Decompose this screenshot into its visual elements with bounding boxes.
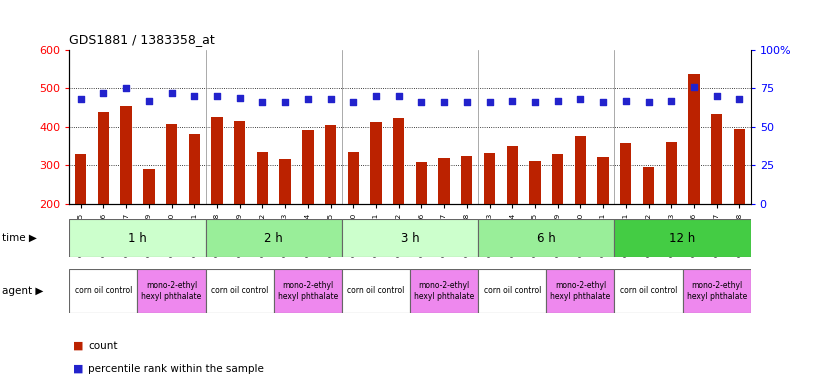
Point	[415, 99, 428, 105]
Point	[74, 96, 87, 102]
Point	[97, 90, 110, 96]
Text: count: count	[88, 341, 118, 351]
Point	[687, 84, 700, 90]
Bar	[279, 159, 290, 204]
Text: mono-2-ethyl
hexyl phthalate: mono-2-ethyl hexyl phthalate	[414, 281, 474, 301]
Text: 1 h: 1 h	[128, 232, 147, 245]
Bar	[682, 269, 751, 313]
Bar	[188, 134, 200, 204]
Point	[324, 96, 337, 102]
Bar	[415, 162, 427, 204]
Text: corn oil control: corn oil control	[75, 286, 132, 295]
Text: mono-2-ethyl
hexyl phthalate: mono-2-ethyl hexyl phthalate	[141, 281, 202, 301]
Point	[529, 99, 542, 105]
Point	[483, 99, 496, 105]
Bar	[69, 219, 206, 257]
Bar	[393, 118, 405, 204]
Text: GDS1881 / 1383358_at: GDS1881 / 1383358_at	[69, 33, 215, 46]
Bar	[478, 269, 547, 313]
Bar	[143, 169, 154, 204]
Bar	[410, 269, 478, 313]
Point	[301, 96, 314, 102]
Bar	[734, 129, 745, 204]
Point	[642, 99, 655, 105]
Bar	[166, 124, 177, 204]
Bar	[666, 142, 677, 204]
Bar	[75, 154, 86, 204]
Bar	[137, 269, 206, 313]
Text: ■: ■	[73, 341, 84, 351]
Bar	[98, 112, 109, 204]
Bar	[302, 130, 313, 204]
Point	[551, 98, 564, 104]
Point	[256, 99, 269, 105]
Bar	[688, 74, 699, 204]
Point	[665, 98, 678, 104]
Bar	[325, 125, 336, 204]
Bar	[257, 152, 268, 204]
Text: agent ▶: agent ▶	[2, 286, 43, 296]
Bar	[342, 219, 478, 257]
Bar	[438, 158, 450, 204]
Text: 2 h: 2 h	[264, 232, 283, 245]
Point	[437, 99, 450, 105]
Bar	[507, 146, 518, 204]
Point	[574, 96, 587, 102]
Point	[596, 99, 610, 105]
Point	[460, 99, 473, 105]
Bar	[121, 106, 132, 204]
Text: 3 h: 3 h	[401, 232, 419, 245]
Text: corn oil control: corn oil control	[211, 286, 268, 295]
Point	[347, 99, 360, 105]
Point	[392, 93, 406, 99]
Bar	[206, 269, 274, 313]
Bar	[547, 269, 614, 313]
Text: 12 h: 12 h	[669, 232, 696, 245]
Bar	[234, 121, 246, 204]
Point	[211, 93, 224, 99]
Bar	[211, 117, 223, 204]
Bar	[206, 219, 342, 257]
Point	[619, 98, 632, 104]
Point	[233, 94, 246, 101]
Text: 6 h: 6 h	[537, 232, 556, 245]
Text: corn oil control: corn oil control	[348, 286, 405, 295]
Point	[370, 93, 383, 99]
Point	[142, 98, 155, 104]
Text: corn oil control: corn oil control	[620, 286, 677, 295]
Bar	[614, 269, 682, 313]
Point	[278, 99, 291, 105]
Text: time ▶: time ▶	[2, 233, 37, 243]
Bar	[597, 157, 609, 204]
Bar	[574, 136, 586, 204]
Text: corn oil control: corn oil control	[484, 286, 541, 295]
Bar	[370, 122, 382, 204]
Bar	[620, 143, 632, 204]
Text: percentile rank within the sample: percentile rank within the sample	[88, 364, 264, 374]
Bar	[478, 219, 614, 257]
Bar	[711, 114, 722, 204]
Bar	[614, 219, 751, 257]
Text: mono-2-ethyl
hexyl phthalate: mono-2-ethyl hexyl phthalate	[277, 281, 338, 301]
Point	[710, 93, 723, 99]
Bar	[643, 167, 654, 204]
Text: ■: ■	[73, 364, 84, 374]
Point	[165, 90, 178, 96]
Bar	[530, 161, 541, 204]
Point	[506, 98, 519, 104]
Bar	[461, 156, 472, 204]
Point	[188, 93, 201, 99]
Bar	[342, 269, 410, 313]
Bar	[69, 269, 137, 313]
Text: mono-2-ethyl
hexyl phthalate: mono-2-ethyl hexyl phthalate	[686, 281, 747, 301]
Point	[733, 96, 746, 102]
Bar	[348, 152, 359, 204]
Point	[120, 85, 133, 91]
Bar	[273, 269, 342, 313]
Text: mono-2-ethyl
hexyl phthalate: mono-2-ethyl hexyl phthalate	[550, 281, 610, 301]
Bar	[552, 154, 563, 204]
Bar	[484, 153, 495, 204]
